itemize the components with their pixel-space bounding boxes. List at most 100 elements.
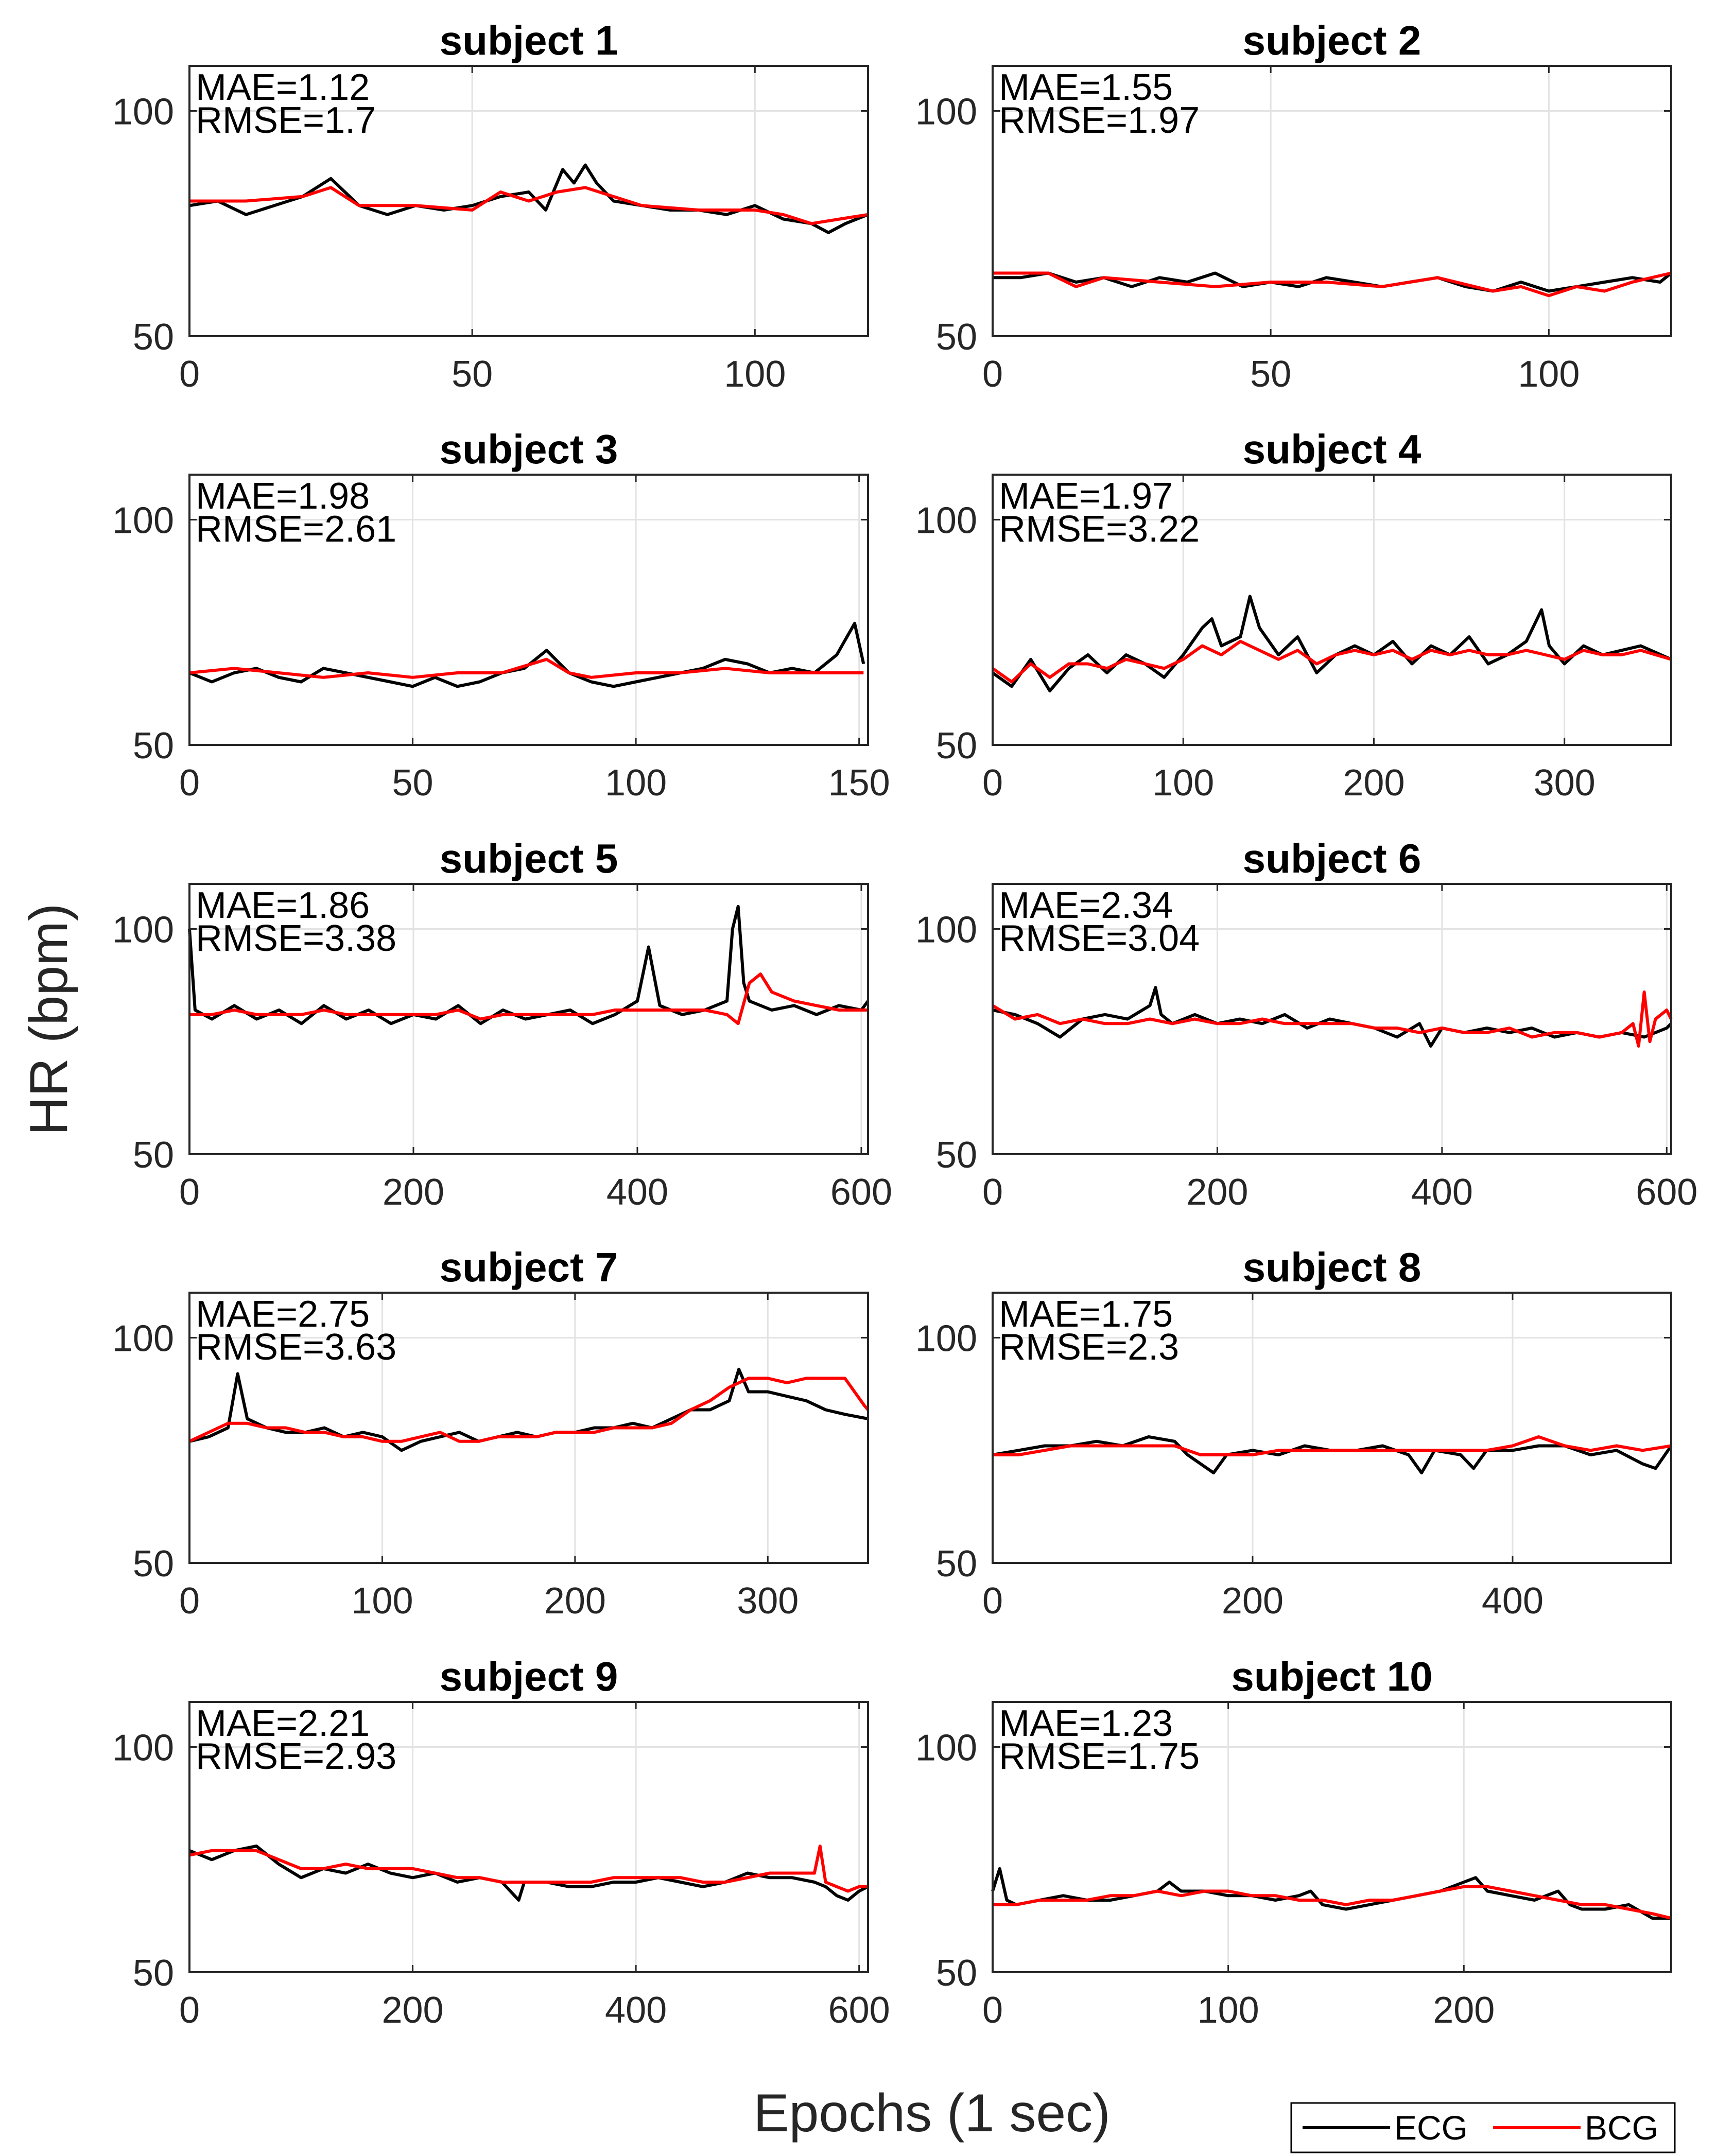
y-tick-label: 100 <box>915 1728 977 1769</box>
y-tick-label: 50 <box>133 725 174 767</box>
bcg-series-line <box>189 186 869 225</box>
x-tick-label: 200 <box>383 1172 444 1213</box>
bcg-series-line <box>992 990 1673 1048</box>
x-tick-label: 0 <box>982 1990 1003 2031</box>
panel-title: subject 4 <box>1243 426 1421 472</box>
x-tick-label: 200 <box>1222 1580 1284 1622</box>
x-tick-label: 400 <box>1411 1172 1473 1213</box>
axes-frame <box>992 1701 1672 1973</box>
x-tick-label: 100 <box>1152 762 1214 804</box>
bcg-series-line <box>188 1377 870 1443</box>
rmse-annotation: RMSE=3.22 <box>999 509 1200 550</box>
x-tick-label: 100 <box>1518 354 1580 395</box>
x-tick-label: 50 <box>452 354 493 395</box>
panel-title: subject 8 <box>1243 1244 1421 1290</box>
mae-annotation: MAE=2.21 <box>196 1703 370 1744</box>
rmse-annotation: RMSE=2.61 <box>196 509 396 550</box>
rmse-annotation: RMSE=1.97 <box>999 100 1200 141</box>
x-axis-title: Epochs (1 sec) <box>753 2083 1111 2143</box>
y-tick-label: 50 <box>133 1135 174 1176</box>
x-tick-label: 150 <box>828 762 890 804</box>
mae-annotation: MAE=2.34 <box>999 885 1173 926</box>
rmse-annotation: RMSE=3.04 <box>999 918 1200 959</box>
mae-annotation: MAE=1.98 <box>196 476 370 517</box>
rmse-annotation: RMSE=3.38 <box>196 918 396 959</box>
legend: ECG BCG <box>1290 2102 1676 2153</box>
panel-title: subject 2 <box>1243 18 1421 63</box>
x-tick-label: 200 <box>1343 762 1404 804</box>
x-tick-label: 600 <box>828 1990 890 2031</box>
y-tick-label: 50 <box>133 1953 174 1994</box>
panel-title: subject 1 <box>440 18 618 63</box>
x-tick-label: 400 <box>1482 1580 1544 1622</box>
axes-frame <box>188 883 869 1155</box>
x-tick-label: 400 <box>606 1172 668 1213</box>
panel-subject-7: 0 100 200 300 50 100 subject 7 MAE=2.75RMSE=3.6… <box>112 1244 870 1622</box>
axes-frame <box>992 65 1672 337</box>
y-tick-label: 50 <box>936 1953 977 1994</box>
y-tick-label: 100 <box>915 92 977 133</box>
bcg-series-line <box>993 1435 1672 1456</box>
mae-annotation: MAE=1.55 <box>999 67 1173 108</box>
panel-subject-9: 0 200 400 600 50 100 subject 9 MAE=2.21RMSE=2.9… <box>112 1654 890 2031</box>
ecg-series-line <box>189 1367 869 1452</box>
x-tick-label: 0 <box>179 762 200 804</box>
y-tick-label: 100 <box>112 910 174 951</box>
x-tick-label: 100 <box>1198 1990 1259 2031</box>
legend-bcg-label: BCG <box>1585 2109 1658 2147</box>
y-tick-label: 100 <box>915 910 977 951</box>
x-tick-label: 50 <box>392 762 434 804</box>
axes-frame <box>992 883 1672 1155</box>
x-tick-label: 300 <box>1534 762 1596 804</box>
y-tick-label: 100 <box>112 500 174 542</box>
panel-title: subject 5 <box>440 836 618 881</box>
x-tick-label: 100 <box>724 354 786 395</box>
panel-title: subject 9 <box>440 1654 618 1699</box>
x-tick-label: 200 <box>382 1990 443 2031</box>
mae-annotation: MAE=1.23 <box>999 1703 1173 1744</box>
x-tick-label: 400 <box>605 1990 667 2031</box>
mae-annotation: MAE=1.97 <box>999 476 1173 517</box>
panel-subject-5: 0 200 400 600 50 100 subject 5 MAE=1.86RMSE=3.3… <box>112 836 892 1213</box>
x-tick-label: 200 <box>1186 1172 1248 1213</box>
mae-annotation: MAE=1.75 <box>999 1294 1173 1335</box>
x-tick-label: 0 <box>982 1172 1003 1213</box>
ecg-series-line <box>188 905 870 1025</box>
x-tick-label: 0 <box>179 354 200 395</box>
x-tick-label: 0 <box>982 1580 1003 1622</box>
axes-frame <box>188 474 869 746</box>
x-tick-label: 600 <box>1636 1172 1697 1213</box>
panel-title: subject 3 <box>440 426 618 472</box>
rmse-annotation: RMSE=2.93 <box>196 1736 396 1777</box>
y-tick-label: 50 <box>133 317 174 358</box>
panel-title: subject 6 <box>1243 836 1421 881</box>
bcg-series-line <box>189 1845 868 1893</box>
y-tick-label: 100 <box>112 92 174 133</box>
bcg-series-line <box>189 657 864 679</box>
y-tick-label: 50 <box>133 1543 174 1585</box>
bcg-series-line <box>992 639 1672 684</box>
rmse-annotation: RMSE=1.7 <box>196 100 376 141</box>
x-tick-label: 0 <box>982 762 1003 804</box>
y-tick-label: 50 <box>936 725 977 767</box>
x-tick-label: 300 <box>737 1580 799 1622</box>
legend-ecg-label: ECG <box>1394 2109 1468 2147</box>
bcg-series-line <box>993 1885 1672 1920</box>
y-tick-label: 50 <box>936 1543 977 1585</box>
rmse-annotation: RMSE=1.75 <box>999 1736 1200 1777</box>
mae-annotation: MAE=1.86 <box>196 885 370 926</box>
x-tick-label: 0 <box>179 1990 200 2031</box>
bcg-series-line <box>189 972 868 1025</box>
y-tick-label: 100 <box>112 1728 174 1769</box>
bcg-series-line <box>993 271 1672 298</box>
x-tick-label: 0 <box>982 354 1003 395</box>
axes-frame <box>188 65 869 337</box>
axes-frame <box>992 474 1672 746</box>
panel-title: subject 7 <box>440 1244 618 1290</box>
x-tick-label: 0 <box>179 1172 200 1213</box>
